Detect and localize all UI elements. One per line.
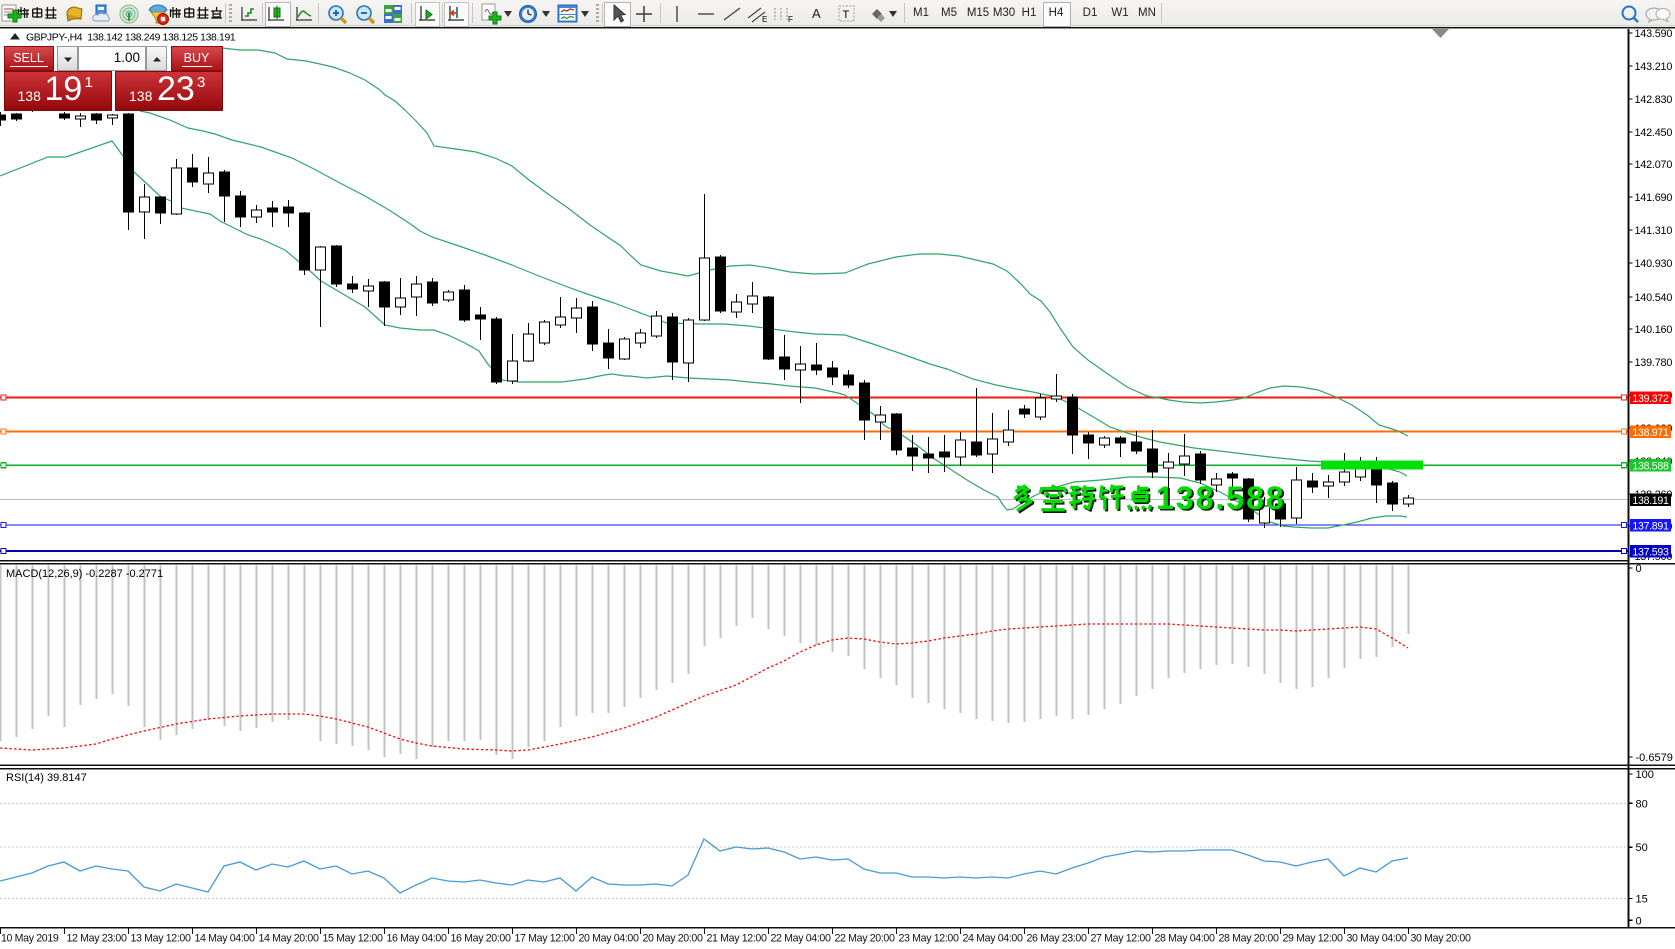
svg-text:137.593: 137.593 bbox=[1632, 546, 1669, 558]
svg-text:GBPJPY-,H4 138.142 138.249 13: GBPJPY-,H4 138.142 138.249 138.125 138.1… bbox=[26, 33, 236, 44]
svg-text:22 May 20:00: 22 May 20:00 bbox=[835, 933, 895, 945]
svg-text:14 May 04:00: 14 May 04:00 bbox=[195, 933, 255, 945]
svg-text:20 May 20:00: 20 May 20:00 bbox=[643, 933, 703, 945]
svg-text:138.971: 138.971 bbox=[1632, 427, 1669, 439]
svg-text:10 May 2019: 10 May 2019 bbox=[1, 933, 59, 945]
svg-text:27 May 12:00: 27 May 12:00 bbox=[1091, 933, 1151, 945]
svg-text:RSI(14) 39.8147: RSI(14) 39.8147 bbox=[6, 772, 87, 784]
svg-text:140.540: 140.540 bbox=[1635, 292, 1673, 304]
svg-text:80: 80 bbox=[1636, 798, 1648, 810]
svg-text:142.450: 142.450 bbox=[1635, 127, 1673, 139]
svg-text:28 May 20:00: 28 May 20:00 bbox=[1219, 933, 1279, 945]
svg-text:T: T bbox=[843, 9, 850, 21]
svg-text:24 May 04:00: 24 May 04:00 bbox=[963, 933, 1023, 945]
svg-text:143.210: 143.210 bbox=[1635, 61, 1673, 73]
svg-text:23 May 12:00: 23 May 12:00 bbox=[899, 933, 959, 945]
svg-text:-0.6579: -0.6579 bbox=[1636, 752, 1673, 764]
svg-text:100: 100 bbox=[1636, 769, 1654, 781]
svg-text:50: 50 bbox=[1636, 842, 1648, 854]
svg-text:28 May 04:00: 28 May 04:00 bbox=[1155, 933, 1215, 945]
svg-text:F: F bbox=[788, 15, 793, 24]
svg-text:22 May 04:00: 22 May 04:00 bbox=[771, 933, 831, 945]
svg-text:138.588: 138.588 bbox=[1632, 461, 1669, 473]
svg-text:MACD(12,26,9) -0.2287 -0.2771: MACD(12,26,9) -0.2287 -0.2771 bbox=[6, 568, 163, 580]
svg-text:15 May 12:00: 15 May 12:00 bbox=[323, 933, 383, 945]
svg-text:20 May 04:00: 20 May 04:00 bbox=[579, 933, 639, 945]
svg-text:21 May 12:00: 21 May 12:00 bbox=[707, 933, 767, 945]
svg-text:140.930: 140.930 bbox=[1635, 258, 1673, 270]
svg-text:16 May 20:00: 16 May 20:00 bbox=[451, 933, 511, 945]
svg-text:12 May 23:00: 12 May 23:00 bbox=[67, 933, 127, 945]
svg-text:16 May 04:00: 16 May 04:00 bbox=[387, 933, 447, 945]
svg-text:140.160: 140.160 bbox=[1635, 324, 1673, 336]
svg-text:26 May 23:00: 26 May 23:00 bbox=[1027, 933, 1087, 945]
svg-text:142.070: 142.070 bbox=[1635, 159, 1673, 171]
svg-text:143.590: 143.590 bbox=[1635, 28, 1673, 40]
svg-text:30 May 20:00: 30 May 20:00 bbox=[1411, 933, 1471, 945]
svg-text:0: 0 bbox=[1636, 563, 1642, 575]
svg-text:138.588: 138.588 bbox=[1156, 480, 1286, 516]
svg-text:0: 0 bbox=[1636, 915, 1642, 927]
svg-text:30 May 04:00: 30 May 04:00 bbox=[1347, 933, 1407, 945]
svg-text:142.830: 142.830 bbox=[1635, 94, 1673, 106]
svg-text:137.891: 137.891 bbox=[1632, 520, 1669, 532]
svg-text:141.310: 141.310 bbox=[1635, 225, 1673, 237]
svg-text:17 May 12:00: 17 May 12:00 bbox=[515, 933, 575, 945]
svg-text:138.588: 138.588 bbox=[1158, 482, 1288, 518]
svg-text:13 May 12:00: 13 May 12:00 bbox=[131, 933, 191, 945]
svg-text:E: E bbox=[762, 15, 767, 24]
svg-text:14 May 20:00: 14 May 20:00 bbox=[259, 933, 319, 945]
svg-text:138.191: 138.191 bbox=[1632, 495, 1669, 507]
svg-text:139.780: 139.780 bbox=[1635, 357, 1673, 369]
svg-text:141.690: 141.690 bbox=[1635, 192, 1673, 204]
svg-text:15: 15 bbox=[1636, 893, 1648, 905]
svg-text:139.372: 139.372 bbox=[1632, 393, 1669, 405]
svg-text:29 May 12:00: 29 May 12:00 bbox=[1283, 933, 1343, 945]
